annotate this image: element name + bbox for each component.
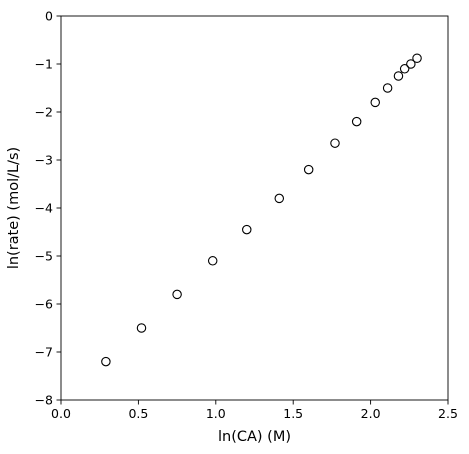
y-tick-label: −8 bbox=[35, 393, 53, 408]
x-axis: 0.0 0.5 1.0 1.5 2.0 2.5 bbox=[51, 400, 458, 421]
x-tick-label: 2.5 bbox=[438, 406, 458, 421]
data-point bbox=[101, 356, 111, 367]
data-point bbox=[274, 193, 285, 204]
y-tick-label: −2 bbox=[35, 105, 53, 120]
data-point bbox=[351, 116, 362, 127]
data-point bbox=[136, 323, 147, 333]
data-points bbox=[101, 53, 422, 367]
y-tick-label: −1 bbox=[35, 57, 53, 72]
y-tick-label: −3 bbox=[35, 153, 53, 168]
data-point bbox=[406, 59, 416, 69]
data-point bbox=[172, 289, 182, 300]
y-tick-label: −4 bbox=[35, 201, 53, 216]
y-axis: 0 −1 −2 −3 −4 −5 −6 −7 −8 bbox=[35, 9, 61, 408]
x-axis-label: ln(CA) (M) bbox=[218, 429, 291, 445]
x-tick-label: 1.5 bbox=[283, 406, 303, 421]
data-point bbox=[207, 256, 218, 266]
y-tick-label: −5 bbox=[35, 249, 53, 264]
data-point bbox=[242, 224, 252, 235]
x-tick-label: 1.0 bbox=[206, 406, 226, 421]
data-point bbox=[303, 164, 314, 175]
y-tick-label: −7 bbox=[35, 345, 53, 360]
y-tick-label: 0 bbox=[45, 9, 53, 24]
data-point bbox=[399, 64, 410, 74]
x-tick-label: 0.5 bbox=[128, 406, 148, 421]
x-tick-label: 2.0 bbox=[361, 406, 381, 421]
y-axis-label: ln(rate) (mol/L/s) bbox=[6, 147, 22, 269]
data-point bbox=[370, 97, 380, 108]
data-point bbox=[412, 53, 422, 63]
data-point bbox=[382, 83, 393, 93]
data-point bbox=[330, 138, 340, 148]
y-tick-label: −6 bbox=[35, 297, 53, 312]
data-point bbox=[393, 71, 404, 81]
x-tick-label: 0.0 bbox=[51, 406, 71, 421]
